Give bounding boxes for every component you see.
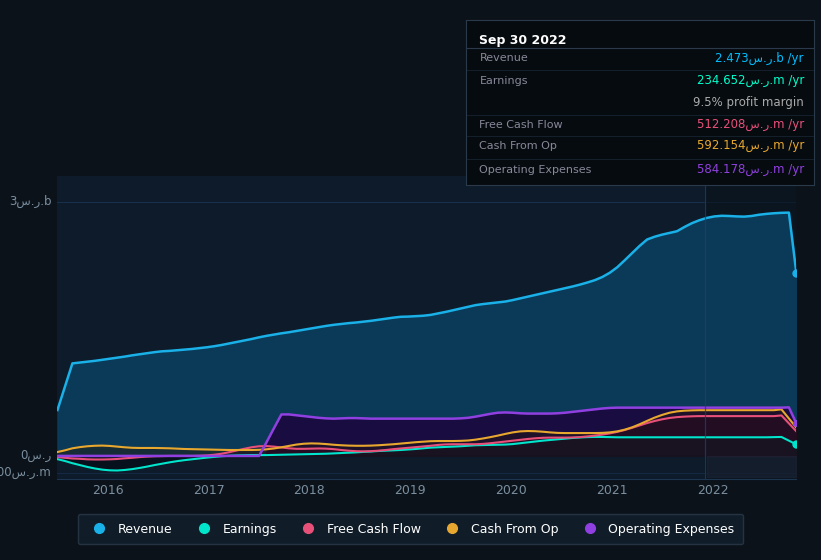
Text: 3س.ر.b: 3س.ر.b <box>9 195 52 208</box>
Text: Free Cash Flow: Free Cash Flow <box>479 119 563 129</box>
Text: Cash From Op: Cash From Op <box>479 141 557 151</box>
Text: Sep 30 2022: Sep 30 2022 <box>479 35 567 48</box>
Legend: Revenue, Earnings, Free Cash Flow, Cash From Op, Operating Expenses: Revenue, Earnings, Free Cash Flow, Cash … <box>78 514 743 544</box>
Text: 9.5% profit margin: 9.5% profit margin <box>693 96 804 109</box>
Text: 0س.ر: 0س.ر <box>21 450 52 463</box>
Text: 2.473س.ر.b /yr: 2.473س.ر.b /yr <box>715 52 804 65</box>
Text: 592.154س.ر.m /yr: 592.154س.ر.m /yr <box>696 139 804 152</box>
Text: -200س.ر.m: -200س.ر.m <box>0 466 52 479</box>
Bar <box>704 176 817 479</box>
Text: Revenue: Revenue <box>479 53 528 63</box>
Text: 234.652س.ر.m /yr: 234.652س.ر.m /yr <box>696 74 804 87</box>
Text: Operating Expenses: Operating Expenses <box>479 165 592 175</box>
Text: 584.178س.ر.m /yr: 584.178س.ر.m /yr <box>697 164 804 176</box>
Text: Earnings: Earnings <box>479 76 528 86</box>
Text: 512.208س.ر.m /yr: 512.208س.ر.m /yr <box>697 118 804 131</box>
